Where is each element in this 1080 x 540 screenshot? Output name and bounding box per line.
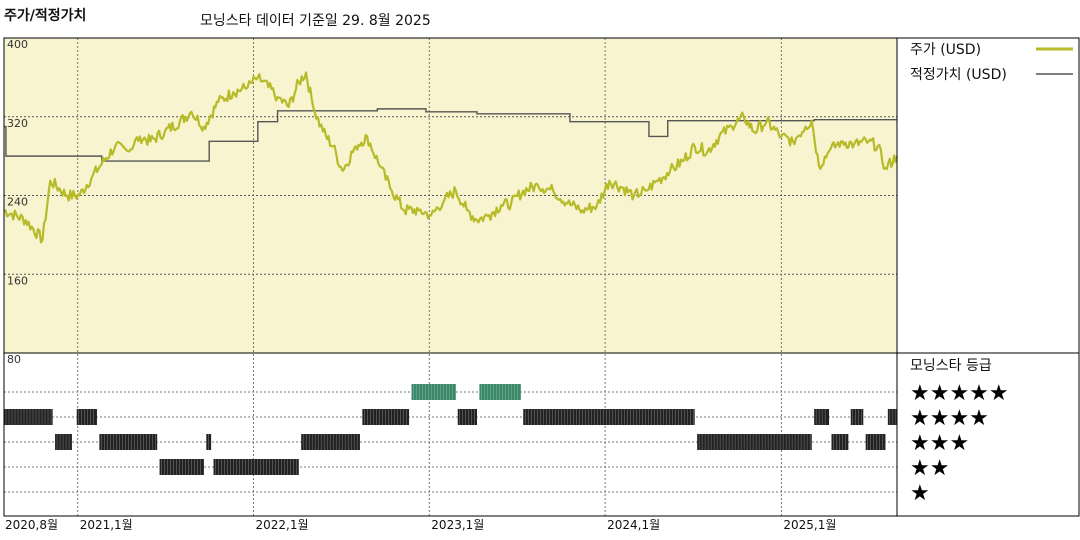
x-tick-label: 2024,1월 (607, 518, 660, 532)
rating-bar-fill (213, 459, 299, 475)
price-line (4, 71, 899, 244)
y-axis: 80 160 240 320 400 (7, 38, 28, 366)
x-axis: 2020,8월 2021,1월 2022,1월 2023,1월 2024,1월 2025,… (5, 518, 836, 532)
y-tick-label: 160 (7, 274, 28, 287)
rating-bar-fill (523, 409, 695, 425)
rating-bar-4-stars (4, 409, 53, 425)
rating-bar-4-stars (814, 409, 830, 425)
rating-bar-2-stars (213, 459, 299, 475)
y-tick-label: 80 (7, 353, 21, 366)
rating-bar-fill (887, 409, 897, 425)
rating-bar-4-stars (850, 409, 864, 425)
rating-bar-fill (159, 459, 204, 475)
x-tick-label: 2023,1월 (431, 518, 484, 532)
rating-bar-fill (831, 434, 849, 450)
fair-value-line (4, 108, 897, 162)
rating-bar-4-stars (523, 409, 695, 425)
fair-value-series (4, 108, 897, 162)
rating-bar-3-stars (831, 434, 849, 450)
rating-bar-fill (850, 409, 864, 425)
rating-bar-fill (362, 409, 410, 425)
star-legend-row: ★★ (910, 456, 949, 481)
chart-border (3, 37, 1080, 517)
star-legend-row: ★★★★★ (910, 381, 1009, 406)
chart-subtitle: 모닝스타 데이터 기준일 29. 8월 2025 (200, 13, 431, 29)
rating-bars (4, 384, 897, 475)
rating-bar-3-stars (99, 434, 158, 450)
rating-bar-4-stars (362, 409, 410, 425)
x-tick-label: 2021,1월 (80, 518, 133, 532)
rating-bar-5-stars (479, 384, 521, 400)
star-legend: ★★★★★★★★★★★★★★★ (910, 381, 1009, 506)
rating-bar-fill (479, 384, 521, 400)
x-tick-label: 2025,1월 (783, 518, 836, 532)
x-tick-label: 2022,1월 (256, 518, 309, 532)
star-legend-row: ★★★ (910, 431, 969, 456)
rating-bar-3-stars (697, 434, 812, 450)
rating-bar-fill (55, 434, 72, 450)
y-tick-label: 320 (7, 117, 28, 130)
rating-bar-3-stars (301, 434, 360, 450)
x-tick-label: 2020,8월 (5, 518, 58, 532)
rating-bar-fill (411, 384, 456, 400)
rating-bar-fill (457, 409, 477, 425)
rating-bar-4-stars (457, 409, 477, 425)
price-series (4, 71, 899, 244)
star-legend-row: ★ (910, 481, 930, 506)
legend-fair-label: 적정가치 (USD) (910, 67, 1007, 83)
rating-bar-3-stars (865, 434, 886, 450)
rating-bar-fill (4, 409, 53, 425)
rating-bar-4-stars (887, 409, 897, 425)
rating-bar-3-stars (206, 434, 212, 450)
rating-bar-fill (206, 434, 212, 450)
rating-bar-5-stars (411, 384, 456, 400)
y-tick-label: 240 (7, 196, 28, 209)
rating-legend-title: 모닝스타 등급 (910, 358, 992, 374)
star-legend-row: ★★★★ (910, 406, 989, 431)
rating-bar-4-stars (76, 409, 97, 425)
y-tick-label: 400 (7, 38, 28, 51)
chart-title: 주가/적정가치 (4, 8, 87, 24)
rating-bar-3-stars (55, 434, 72, 450)
legend-price-label: 주가 (USD) (910, 42, 981, 58)
legend: 주가 (USD) 적정가치 (USD) 모닝스타 등급 (910, 42, 1073, 374)
rating-bar-2-stars (159, 459, 204, 475)
